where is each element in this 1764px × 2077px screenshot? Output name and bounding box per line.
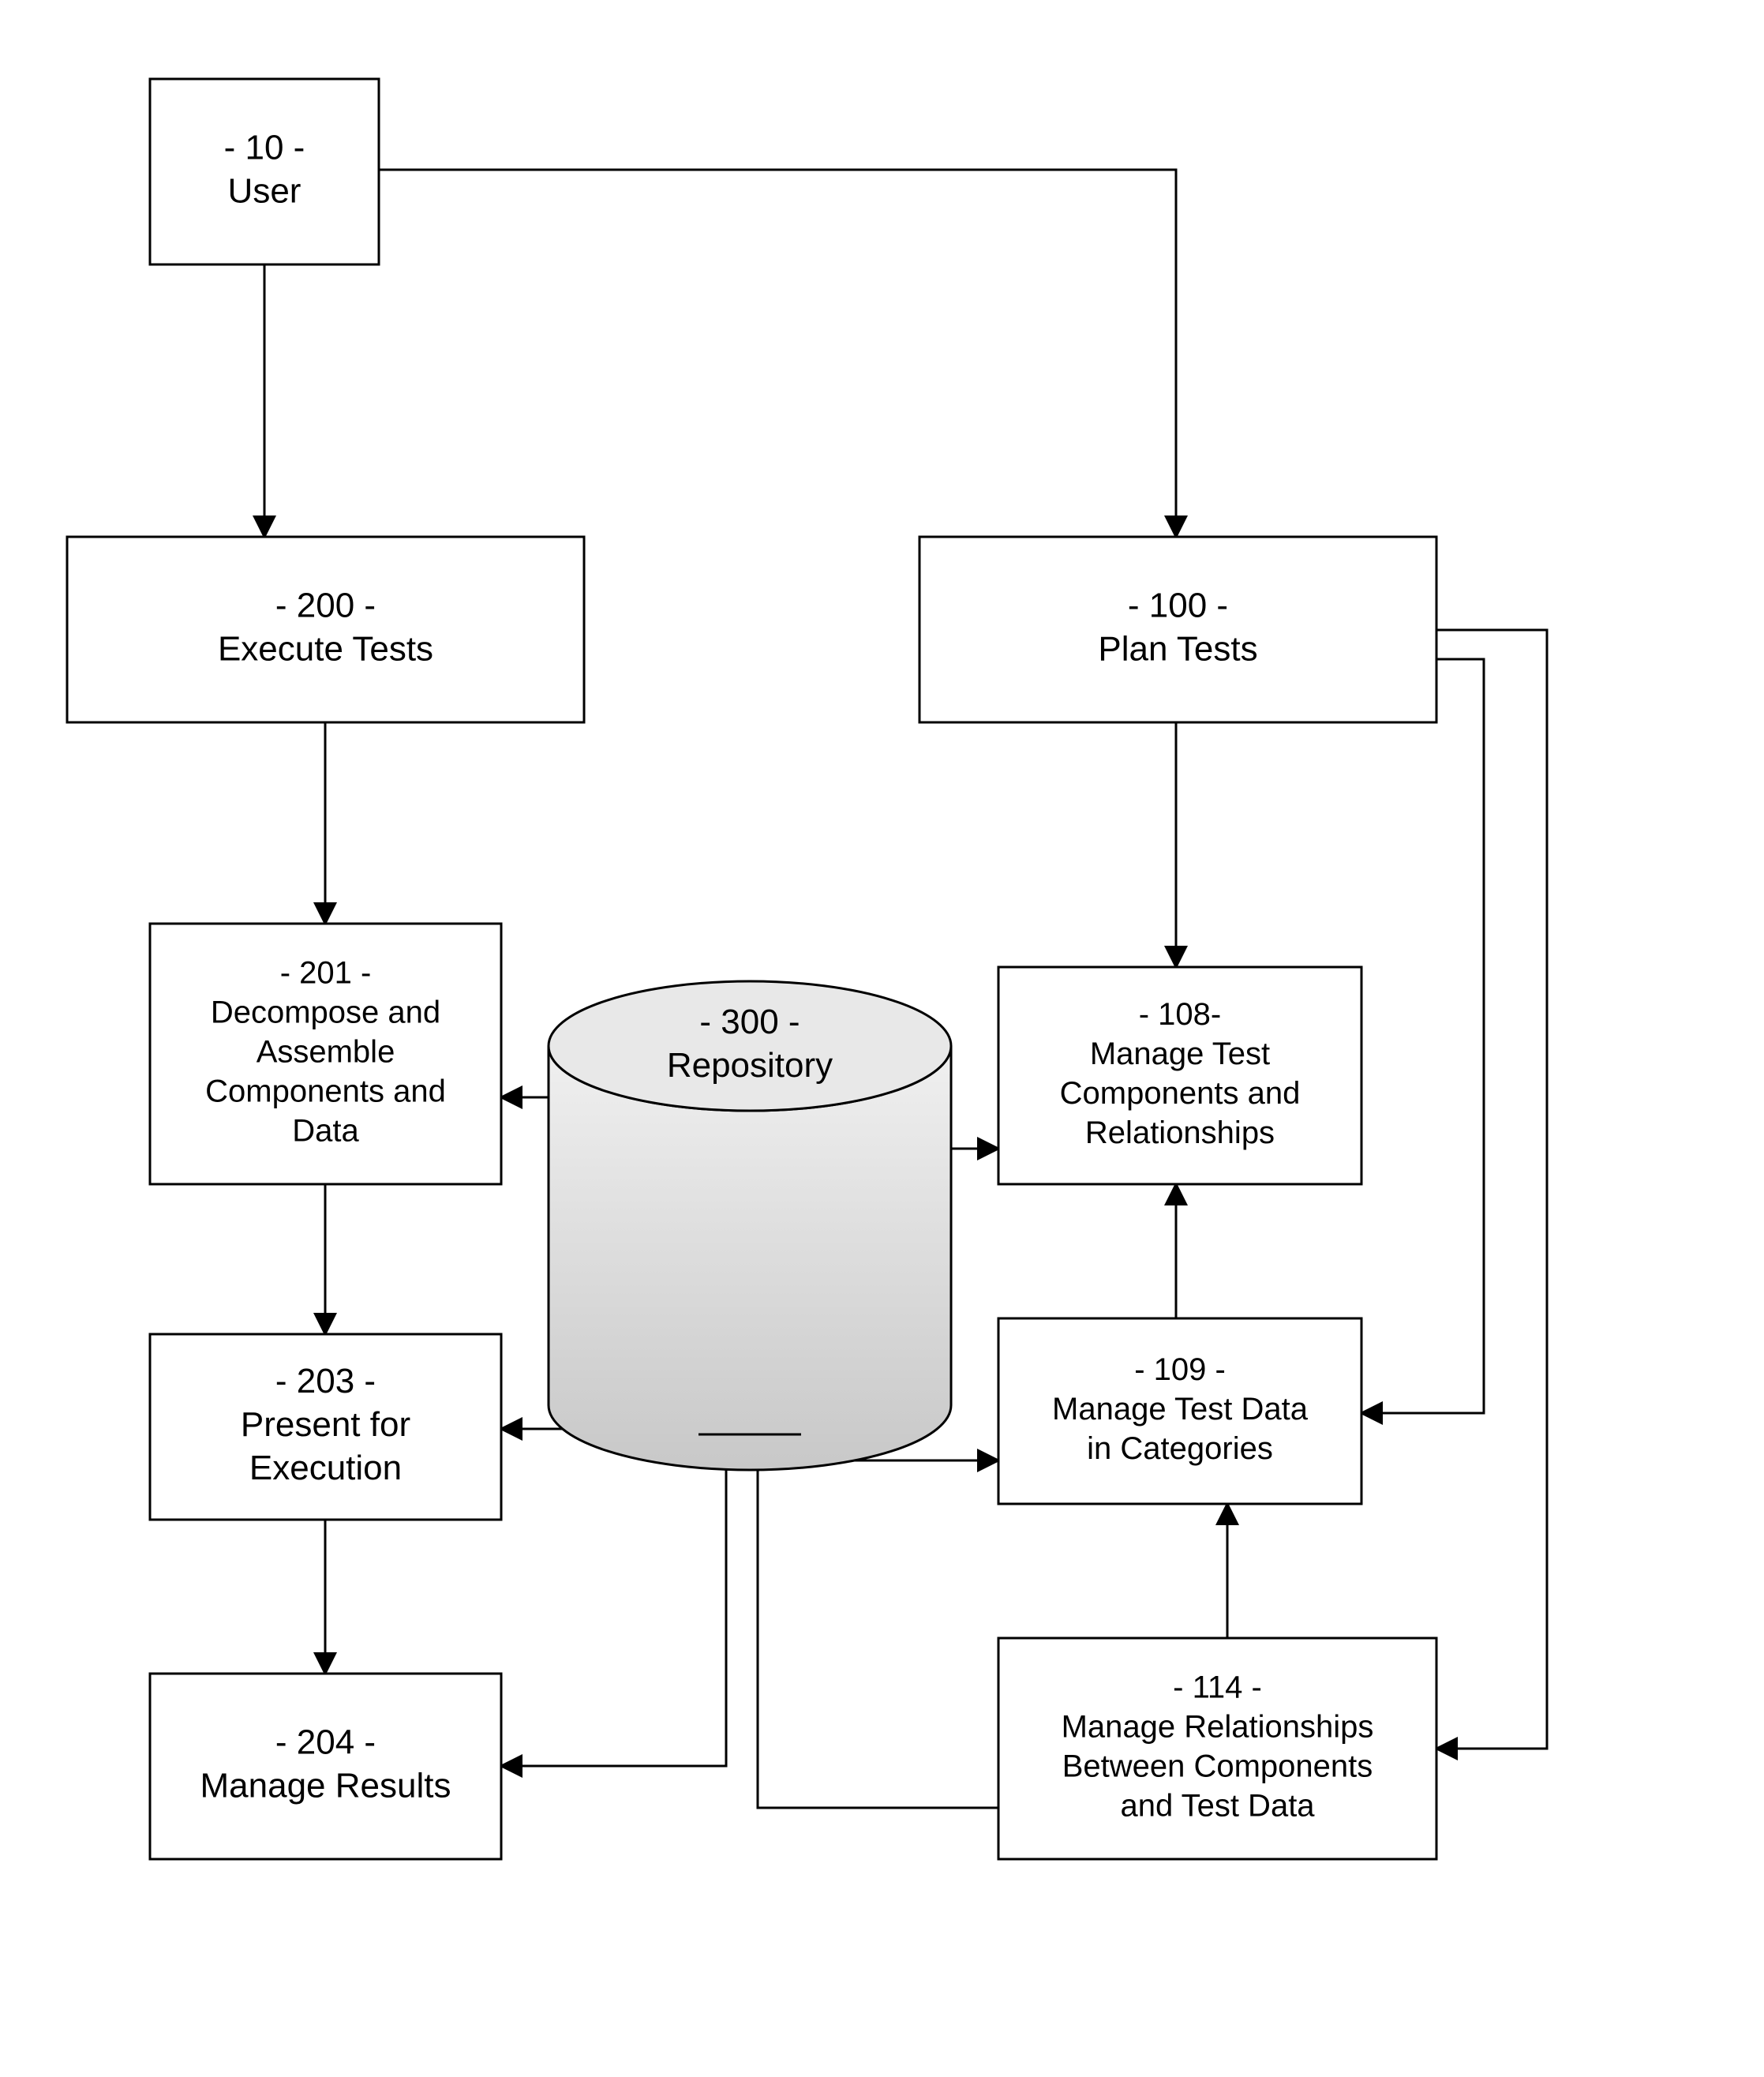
node-text-line: Components and — [1060, 1076, 1301, 1111]
node-id-label: - 203 - — [275, 1362, 376, 1400]
node-id-label: - 300 - — [699, 1003, 800, 1041]
node-repo: - 300 - Repository — [549, 981, 951, 1470]
edge-user-to-plan — [379, 170, 1176, 537]
flowchart-svg: - 10 - User - 200 - Execute Tests - 100 - Pla… — [0, 0, 1764, 2077]
node-id-label: - 204 - — [275, 1723, 376, 1762]
node-present: - 203 - Present for Execution — [150, 1334, 501, 1520]
node-id-label: - 100 - — [1128, 587, 1228, 625]
edge-manage-rel-to-repo — [758, 1417, 998, 1808]
node-text-line: Manage Test Data — [1052, 1392, 1309, 1427]
node-text-line: Data — [292, 1114, 359, 1149]
node-manage_data: - 109 - Manage Test Data in Categories — [998, 1318, 1361, 1504]
node-id-label: - 201 - — [280, 956, 372, 991]
edge-plan-to-manage-data — [1361, 659, 1484, 1413]
node-manage_comp: - 108- Manage Test Components and Relations… — [998, 967, 1361, 1184]
node-user: - 10 - User — [150, 79, 379, 264]
node-text-line: and Test Data — [1120, 1789, 1315, 1824]
node-text-line: Between Components — [1062, 1749, 1373, 1784]
nodes-layer: - 10 - User - 200 - Execute Tests - 100 - Pla… — [67, 79, 1436, 1859]
node-results: - 204 - Manage Results — [150, 1674, 501, 1859]
node-execute: - 200 - Execute Tests — [67, 537, 584, 722]
node-text-line: Decompose and — [211, 995, 440, 1030]
node-id-label: - 114 - — [1173, 1670, 1262, 1705]
node-id-label: - 200 - — [275, 587, 376, 625]
node-text-line: User — [228, 172, 301, 211]
node-id-label: - 109 - — [1134, 1352, 1226, 1387]
node-text-line: Execute Tests — [218, 630, 433, 669]
node-id-label: - 10 - — [224, 129, 305, 167]
node-text-line: Assemble — [257, 1035, 395, 1070]
node-text-line: Manage Test — [1090, 1037, 1270, 1071]
node-text-line: Present for — [241, 1405, 410, 1444]
node-text-line: Plan Tests — [1098, 630, 1257, 669]
node-manage_rel: - 114 - Manage Relationships Between Compo… — [998, 1638, 1436, 1859]
flowchart-container: - 10 - User - 200 - Execute Tests - 100 - Pla… — [0, 0, 1764, 2077]
edge-plan-to-manage-rel — [1436, 630, 1547, 1749]
node-decompose: - 201 - Decompose and Assemble Components a… — [150, 924, 501, 1184]
node-text-line: Components and — [205, 1074, 446, 1109]
node-text-line: Execution — [249, 1449, 402, 1487]
node-text-line: Manage Results — [200, 1767, 451, 1805]
node-text-line: in Categories — [1087, 1431, 1273, 1466]
node-text-line: Repository — [667, 1046, 833, 1085]
node-text-line: Manage Relationships — [1062, 1710, 1374, 1745]
node-id-label: - 108- — [1139, 997, 1222, 1032]
node-plan: - 100 - Plan Tests — [919, 537, 1436, 722]
node-text-line: Relationships — [1085, 1115, 1275, 1150]
